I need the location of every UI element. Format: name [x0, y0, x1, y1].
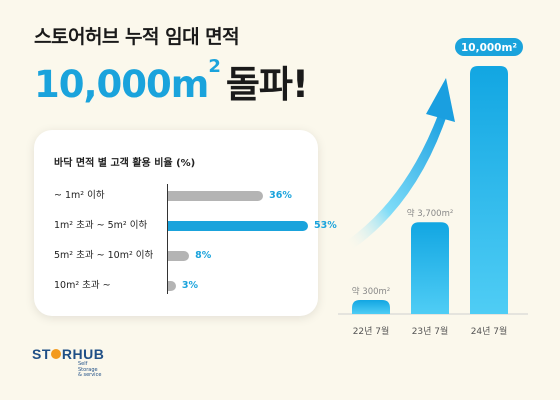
vbar-category-label: 23년 7월: [412, 325, 449, 337]
hbar-value-label: 53%: [314, 220, 337, 231]
vbar-value-label: 약 3,700m²: [407, 208, 454, 219]
vbar: [411, 222, 449, 314]
hbar: [168, 191, 264, 201]
headline-text: 돌파!: [225, 63, 309, 106]
floor-area-ratio-card: 바닥 면적 별 고객 활용 비율 (%) ~ 1m² 이하 36% 1m² 초과 ~…: [34, 130, 337, 316]
vbar-category-label: 24년 7월: [471, 325, 508, 337]
hbar: [168, 281, 176, 291]
hbar-value-label: 3%: [181, 280, 199, 291]
logo-sub-line3: & service: [78, 372, 102, 378]
hbar-category-label: 10m² 초과 ~: [54, 280, 111, 291]
hbar-chart-title: 바닥 면적 별 고객 활용 비율 (%): [54, 158, 196, 169]
headline-number: 10,000m: [34, 63, 209, 106]
vbar-value-label: 10,000m²: [461, 42, 517, 54]
vbar-value-label: 약 300m²: [352, 286, 390, 297]
hbar-row: 10m² 초과 ~ 3%: [34, 278, 318, 294]
trend-arrow-body: [348, 115, 446, 249]
subtitle: 스토어허브 누적 임대 면적: [34, 26, 240, 48]
hbar-category-label: 1m² 초과 ~ 5m² 이하: [54, 220, 148, 231]
storhub-logo: ST RHUB Self Storage & service: [32, 346, 105, 378]
hbar-row: 5m² 초과 ~ 10m² 이하 8%: [34, 248, 318, 264]
logo-text-part2: RHUB: [61, 346, 105, 362]
logo-o-circle-icon: [51, 349, 62, 360]
hbar-value-label: 8%: [195, 250, 212, 261]
hbar: [168, 251, 190, 261]
hbar-category-label: ~ 1m² 이하: [54, 190, 105, 201]
hbar: [168, 221, 308, 231]
vbar: [352, 300, 390, 314]
logo-sub-line1: Self: [78, 361, 88, 367]
trend-arrow-head: [426, 78, 455, 122]
vbar-value-badge: [455, 38, 523, 56]
hbar-row: 1m² 초과 ~ 5m² 이하 53%: [34, 218, 337, 234]
vbar-category-label: 22년 7월: [353, 325, 390, 337]
logo-text-part1: ST: [32, 346, 51, 362]
headline-superscript: 2: [208, 56, 220, 77]
logo-sub-line2: Storage: [78, 366, 98, 373]
hbar-row: ~ 1m² 이하 36%: [34, 188, 318, 204]
headline: 10,000m2 돌파!: [34, 54, 309, 108]
vbar: [470, 66, 508, 314]
hbar-value-label: 36%: [269, 190, 292, 201]
hbar-category-label: 5m² 초과 ~ 10m² 이하: [54, 250, 154, 261]
hbar-axis-line: [167, 184, 168, 294]
logo-subtext: Self Storage & service: [78, 361, 102, 379]
